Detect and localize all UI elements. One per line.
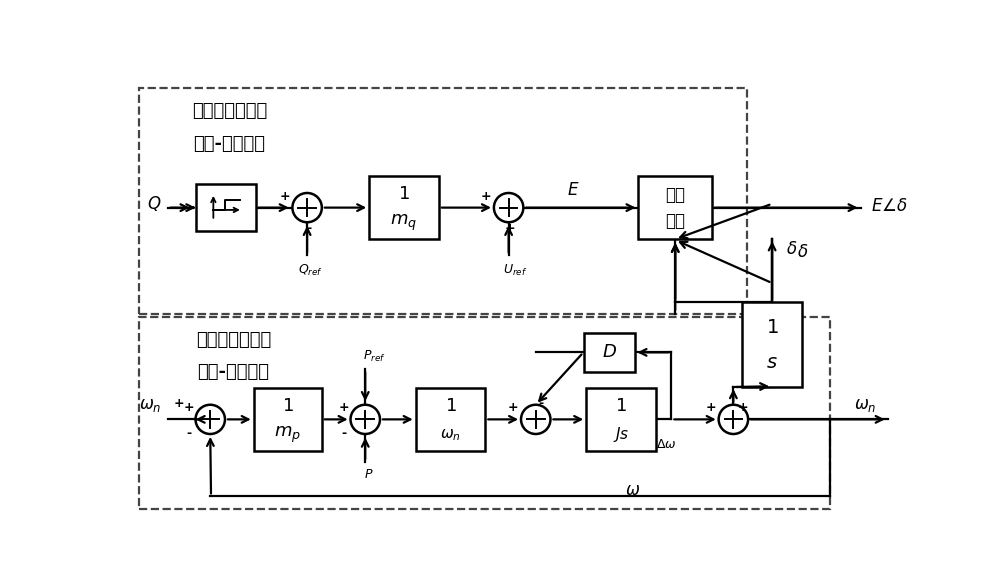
Text: -: - [342,427,347,440]
Text: $E$: $E$ [567,182,579,199]
Text: 有功-频率调节: 有功-频率调节 [198,363,270,382]
Text: $1$: $1$ [445,396,456,415]
Text: $Q$: $Q$ [147,194,162,213]
Bar [369,176,439,239]
Text: $1$: $1$ [766,319,778,337]
Circle shape [292,193,322,222]
Text: $U_{ref}$: $U_{ref}$ [503,263,527,278]
Bar [196,184,256,232]
Bar [139,317,830,509]
Bar [139,88,747,314]
Bar [584,333,635,372]
Text: +: + [339,400,350,413]
Text: $\delta$: $\delta$ [797,244,809,261]
Circle shape [196,405,225,434]
Text: +: + [174,397,185,410]
Text: -: - [187,427,192,440]
Text: $Q_{ref}$: $Q_{ref}$ [298,263,324,278]
Text: 虚拟同步发电机: 虚拟同步发电机 [192,102,267,121]
Text: $\omega$: $\omega$ [625,483,640,499]
Text: $P_{ref}$: $P_{ref}$ [363,349,386,364]
Text: +: + [505,222,515,235]
Text: 合成: 合成 [665,212,685,230]
Text: -: - [539,397,544,410]
Text: $Js$: $Js$ [613,425,629,445]
Bar [416,388,485,451]
Circle shape [351,405,380,434]
Circle shape [719,405,748,434]
Text: $m_q$: $m_q$ [390,213,418,233]
Text: $\delta$: $\delta$ [786,242,797,259]
Text: +: + [737,400,748,413]
Text: $1$: $1$ [398,185,410,203]
Bar [586,388,656,451]
Text: $\Delta\omega$: $\Delta\omega$ [656,437,676,450]
Text: +: + [279,189,290,203]
Text: $1$: $1$ [282,396,294,415]
Text: $\omega_n$: $\omega_n$ [854,397,876,414]
Text: $s$: $s$ [766,354,778,372]
Bar [254,388,322,451]
Text: $1$: $1$ [615,396,627,415]
Bar [742,302,802,387]
Text: $D$: $D$ [602,343,617,362]
Text: 虚拟同步发电机: 虚拟同步发电机 [196,331,271,349]
Text: +: + [481,189,491,203]
Circle shape [494,193,523,222]
Text: 无功-电压调节: 无功-电压调节 [194,135,266,153]
Bar [638,176,712,239]
Text: $P$: $P$ [364,468,374,482]
Text: $\omega_n$: $\omega_n$ [440,427,461,443]
Text: $E\angle\delta$: $E\angle\delta$ [871,198,907,215]
Text: $m_p$: $m_p$ [274,425,301,445]
Text: +: + [706,400,716,413]
Text: +: + [508,400,519,413]
Text: +: + [184,400,195,413]
Text: $\omega_n$: $\omega_n$ [139,397,162,414]
Text: -: - [306,222,311,235]
Circle shape [521,405,550,434]
Text: 电压: 电压 [665,186,685,203]
